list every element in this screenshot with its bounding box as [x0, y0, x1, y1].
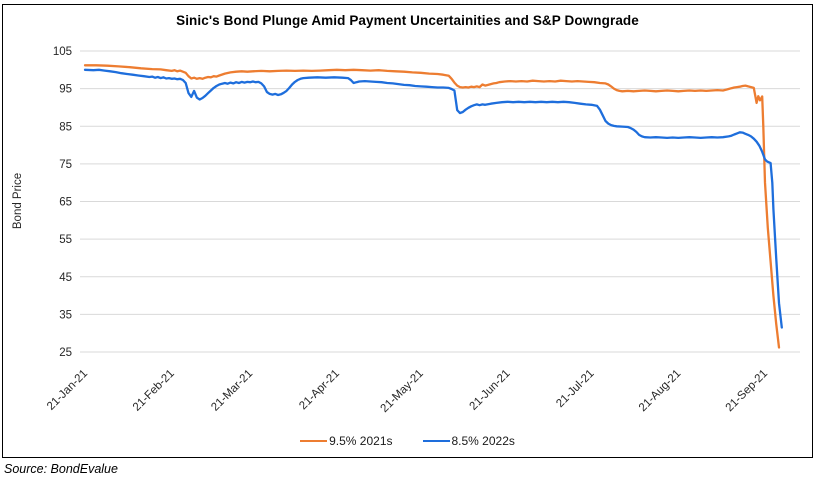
y-axis-tick-label: 45 [59, 272, 72, 284]
x-axis-tick-label: 21-Feb-21 [131, 368, 177, 414]
x-axis-tick-label: 21-Jan-21 [45, 368, 90, 413]
series-line-8-5-2022s [83, 68, 783, 329]
legend-label-9-5-2021s: 9.5% 2021s [329, 434, 393, 448]
x-axis-tick-label: 21-Mar-21 [209, 368, 255, 414]
chart-frame [2, 4, 813, 458]
x-axis-tick-label: 21-Apr-21 [297, 368, 342, 413]
legend-item-9-5-2021s: 9.5% 2021s [300, 434, 393, 448]
y-axis-tick-label: 95 [59, 84, 72, 96]
legend-swatch-blue [422, 439, 450, 443]
y-axis-tick-label: 75 [59, 159, 72, 171]
y-axis-tick-label: 105 [53, 46, 72, 58]
x-axis-tick-label: 21-Sep-21 [724, 368, 770, 414]
y-axis-tick-label: 35 [59, 309, 72, 321]
chart-title: Sinic's Bond Plunge Amid Payment Uncerta… [176, 13, 639, 28]
x-axis-tick-label: 21-Aug-21 [637, 368, 683, 414]
source-note: Source: BondEvalue [4, 462, 118, 476]
y-axis-tick-label: 25 [59, 347, 72, 359]
x-axis-tick-label: 21-Jun-21 [468, 368, 513, 413]
y-axis-tick-label: 55 [59, 234, 72, 246]
legend-label-8-5-2022s: 8.5% 2022s [451, 434, 515, 448]
x-axis-tick-label: 21-Jul-21 [554, 368, 596, 410]
y-axis-tick-label: 85 [59, 121, 72, 133]
legend-swatch-orange [300, 439, 328, 443]
legend: 9.5% 2021s 8.5% 2022s [2, 434, 813, 448]
legend-item-8-5-2022s: 8.5% 2022s [422, 434, 515, 448]
y-axis-tick-label: 65 [59, 197, 72, 209]
y-axis-title: Bond Price [12, 173, 24, 229]
series-line-9-5-2021s [83, 64, 781, 349]
x-axis-tick-label: 21-May-21 [379, 368, 426, 415]
